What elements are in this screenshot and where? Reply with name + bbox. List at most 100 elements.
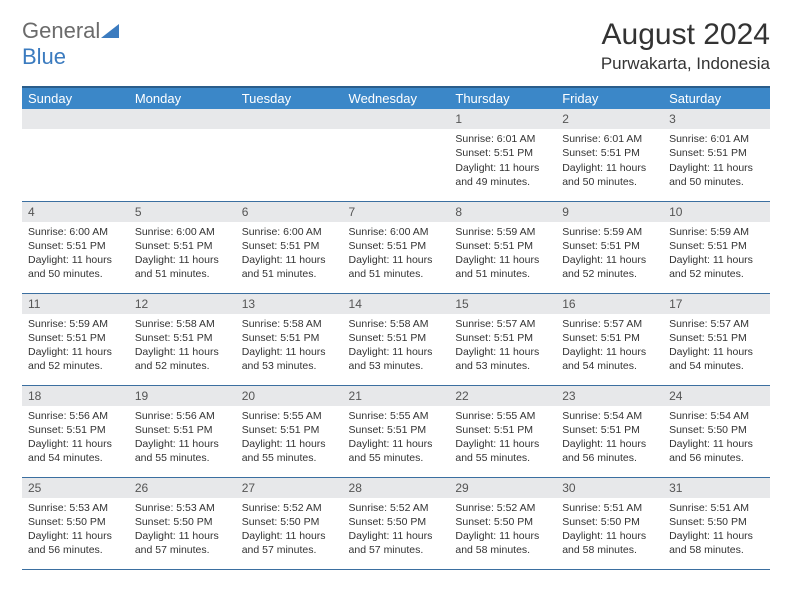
calendar-cell <box>22 109 129 201</box>
day-body: Sunrise: 6:01 AMSunset: 5:51 PMDaylight:… <box>556 129 663 193</box>
day-body: Sunrise: 6:00 AMSunset: 5:51 PMDaylight:… <box>343 222 450 286</box>
calendar-cell: 11Sunrise: 5:59 AMSunset: 5:51 PMDayligh… <box>22 293 129 385</box>
day-body <box>343 129 450 136</box>
calendar-cell: 18Sunrise: 5:56 AMSunset: 5:51 PMDayligh… <box>22 385 129 477</box>
brand-part1: General <box>22 18 100 43</box>
day-body: Sunrise: 5:57 AMSunset: 5:51 PMDaylight:… <box>449 314 556 378</box>
calendar-cell: 4Sunrise: 6:00 AMSunset: 5:51 PMDaylight… <box>22 201 129 293</box>
day-number: 24 <box>663 386 770 406</box>
day-number: 19 <box>129 386 236 406</box>
calendar-cell: 25Sunrise: 5:53 AMSunset: 5:50 PMDayligh… <box>22 477 129 569</box>
daylight-line: Daylight: 11 hours and 55 minutes. <box>349 437 444 465</box>
day-number: 31 <box>663 478 770 498</box>
calendar-cell: 20Sunrise: 5:55 AMSunset: 5:51 PMDayligh… <box>236 385 343 477</box>
sunrise-line: Sunrise: 5:56 AM <box>135 409 230 423</box>
day-number: 13 <box>236 294 343 314</box>
day-number: 15 <box>449 294 556 314</box>
calendar-cell: 9Sunrise: 5:59 AMSunset: 5:51 PMDaylight… <box>556 201 663 293</box>
day-body: Sunrise: 5:59 AMSunset: 5:51 PMDaylight:… <box>556 222 663 286</box>
sunset-line: Sunset: 5:51 PM <box>669 146 764 160</box>
calendar-body: 1Sunrise: 6:01 AMSunset: 5:51 PMDaylight… <box>22 109 770 569</box>
daylight-line: Daylight: 11 hours and 53 minutes. <box>455 345 550 373</box>
weekday-header: Wednesday <box>343 87 450 109</box>
day-body: Sunrise: 6:00 AMSunset: 5:51 PMDaylight:… <box>129 222 236 286</box>
day-number: 26 <box>129 478 236 498</box>
sunrise-line: Sunrise: 5:57 AM <box>455 317 550 331</box>
calendar-cell: 5Sunrise: 6:00 AMSunset: 5:51 PMDaylight… <box>129 201 236 293</box>
calendar-cell: 17Sunrise: 5:57 AMSunset: 5:51 PMDayligh… <box>663 293 770 385</box>
daylight-line: Daylight: 11 hours and 50 minutes. <box>669 161 764 189</box>
title-block: August 2024 Purwakarta, Indonesia <box>601 18 770 74</box>
daylight-line: Daylight: 11 hours and 50 minutes. <box>28 253 123 281</box>
sunrise-line: Sunrise: 5:52 AM <box>455 501 550 515</box>
calendar-row: 11Sunrise: 5:59 AMSunset: 5:51 PMDayligh… <box>22 293 770 385</box>
calendar-cell: 27Sunrise: 5:52 AMSunset: 5:50 PMDayligh… <box>236 477 343 569</box>
sunrise-line: Sunrise: 5:59 AM <box>562 225 657 239</box>
day-body: Sunrise: 5:54 AMSunset: 5:50 PMDaylight:… <box>663 406 770 470</box>
calendar-cell: 15Sunrise: 5:57 AMSunset: 5:51 PMDayligh… <box>449 293 556 385</box>
location-label: Purwakarta, Indonesia <box>601 54 770 74</box>
sunrise-line: Sunrise: 5:51 AM <box>669 501 764 515</box>
weekday-header: Sunday <box>22 87 129 109</box>
sunset-line: Sunset: 5:51 PM <box>669 239 764 253</box>
sunset-line: Sunset: 5:50 PM <box>135 515 230 529</box>
sunrise-line: Sunrise: 5:54 AM <box>669 409 764 423</box>
day-number: 28 <box>343 478 450 498</box>
daylight-line: Daylight: 11 hours and 54 minutes. <box>28 437 123 465</box>
sunrise-line: Sunrise: 5:59 AM <box>28 317 123 331</box>
day-number: 11 <box>22 294 129 314</box>
daylight-line: Daylight: 11 hours and 54 minutes. <box>669 345 764 373</box>
sunrise-line: Sunrise: 6:00 AM <box>349 225 444 239</box>
sunrise-line: Sunrise: 6:01 AM <box>562 132 657 146</box>
daylight-line: Daylight: 11 hours and 58 minutes. <box>562 529 657 557</box>
sunset-line: Sunset: 5:50 PM <box>28 515 123 529</box>
sunrise-line: Sunrise: 5:58 AM <box>242 317 337 331</box>
day-number: 4 <box>22 202 129 222</box>
day-number: 1 <box>449 109 556 129</box>
day-number <box>236 109 343 129</box>
daylight-line: Daylight: 11 hours and 52 minutes. <box>562 253 657 281</box>
daylight-line: Daylight: 11 hours and 57 minutes. <box>135 529 230 557</box>
day-body: Sunrise: 5:57 AMSunset: 5:51 PMDaylight:… <box>663 314 770 378</box>
daylight-line: Daylight: 11 hours and 57 minutes. <box>349 529 444 557</box>
calendar-cell: 12Sunrise: 5:58 AMSunset: 5:51 PMDayligh… <box>129 293 236 385</box>
sunrise-line: Sunrise: 6:00 AM <box>135 225 230 239</box>
calendar-cell: 16Sunrise: 5:57 AMSunset: 5:51 PMDayligh… <box>556 293 663 385</box>
sunset-line: Sunset: 5:51 PM <box>455 146 550 160</box>
calendar-cell <box>236 109 343 201</box>
day-number: 14 <box>343 294 450 314</box>
sunrise-line: Sunrise: 5:58 AM <box>135 317 230 331</box>
sunrise-line: Sunrise: 5:57 AM <box>669 317 764 331</box>
weekday-header: Tuesday <box>236 87 343 109</box>
daylight-line: Daylight: 11 hours and 55 minutes. <box>455 437 550 465</box>
sunrise-line: Sunrise: 6:01 AM <box>455 132 550 146</box>
sunset-line: Sunset: 5:51 PM <box>28 423 123 437</box>
calendar-cell: 14Sunrise: 5:58 AMSunset: 5:51 PMDayligh… <box>343 293 450 385</box>
daylight-line: Daylight: 11 hours and 53 minutes. <box>242 345 337 373</box>
calendar-cell: 21Sunrise: 5:55 AMSunset: 5:51 PMDayligh… <box>343 385 450 477</box>
calendar-cell: 10Sunrise: 5:59 AMSunset: 5:51 PMDayligh… <box>663 201 770 293</box>
day-body: Sunrise: 5:56 AMSunset: 5:51 PMDaylight:… <box>129 406 236 470</box>
calendar-row: 4Sunrise: 6:00 AMSunset: 5:51 PMDaylight… <box>22 201 770 293</box>
calendar-cell: 19Sunrise: 5:56 AMSunset: 5:51 PMDayligh… <box>129 385 236 477</box>
sunset-line: Sunset: 5:51 PM <box>349 239 444 253</box>
day-number <box>129 109 236 129</box>
calendar-cell: 28Sunrise: 5:52 AMSunset: 5:50 PMDayligh… <box>343 477 450 569</box>
sunset-line: Sunset: 5:51 PM <box>242 423 337 437</box>
calendar-cell: 24Sunrise: 5:54 AMSunset: 5:50 PMDayligh… <box>663 385 770 477</box>
sunset-line: Sunset: 5:51 PM <box>562 331 657 345</box>
day-body: Sunrise: 5:57 AMSunset: 5:51 PMDaylight:… <box>556 314 663 378</box>
calendar-cell: 23Sunrise: 5:54 AMSunset: 5:51 PMDayligh… <box>556 385 663 477</box>
day-body: Sunrise: 6:01 AMSunset: 5:51 PMDaylight:… <box>449 129 556 193</box>
sunset-line: Sunset: 5:51 PM <box>669 331 764 345</box>
daylight-line: Daylight: 11 hours and 53 minutes. <box>349 345 444 373</box>
day-body: Sunrise: 5:58 AMSunset: 5:51 PMDaylight:… <box>343 314 450 378</box>
day-number: 17 <box>663 294 770 314</box>
daylight-line: Daylight: 11 hours and 54 minutes. <box>562 345 657 373</box>
day-number: 20 <box>236 386 343 406</box>
daylight-line: Daylight: 11 hours and 52 minutes. <box>669 253 764 281</box>
sunset-line: Sunset: 5:51 PM <box>562 423 657 437</box>
day-number <box>343 109 450 129</box>
header: General Blue August 2024 Purwakarta, Ind… <box>22 18 770 74</box>
weekday-header-row: SundayMondayTuesdayWednesdayThursdayFrid… <box>22 87 770 109</box>
